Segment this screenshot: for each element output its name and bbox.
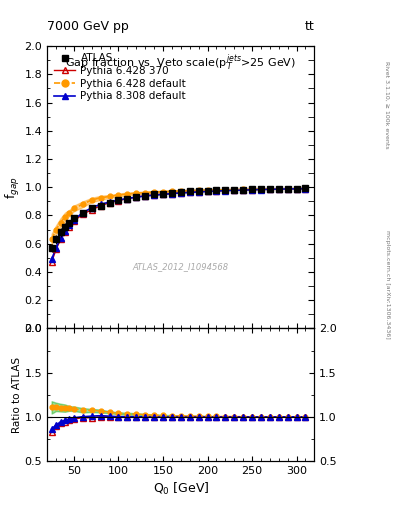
- Text: ATLAS_2012_I1094568: ATLAS_2012_I1094568: [133, 262, 229, 271]
- Text: Gap fraction vs  Veto scale(p$_T^{jets}$>25 GeV): Gap fraction vs Veto scale(p$_T^{jets}$>…: [65, 52, 296, 73]
- Y-axis label: Ratio to ATLAS: Ratio to ATLAS: [12, 356, 22, 433]
- Text: 7000 GeV pp: 7000 GeV pp: [47, 20, 129, 33]
- X-axis label: Q$_0$ [GeV]: Q$_0$ [GeV]: [152, 481, 209, 497]
- Text: tt: tt: [305, 20, 314, 33]
- Legend: ATLAS, Pythia 6.428 370, Pythia 6.428 default, Pythia 8.308 default: ATLAS, Pythia 6.428 370, Pythia 6.428 de…: [52, 51, 188, 103]
- Text: mcplots.cern.ch [arXiv:1306.3436]: mcplots.cern.ch [arXiv:1306.3436]: [385, 230, 389, 339]
- Text: Rivet 3.1.10, ≥ 100k events: Rivet 3.1.10, ≥ 100k events: [385, 61, 389, 149]
- Y-axis label: f$_{gap}$: f$_{gap}$: [4, 176, 22, 199]
